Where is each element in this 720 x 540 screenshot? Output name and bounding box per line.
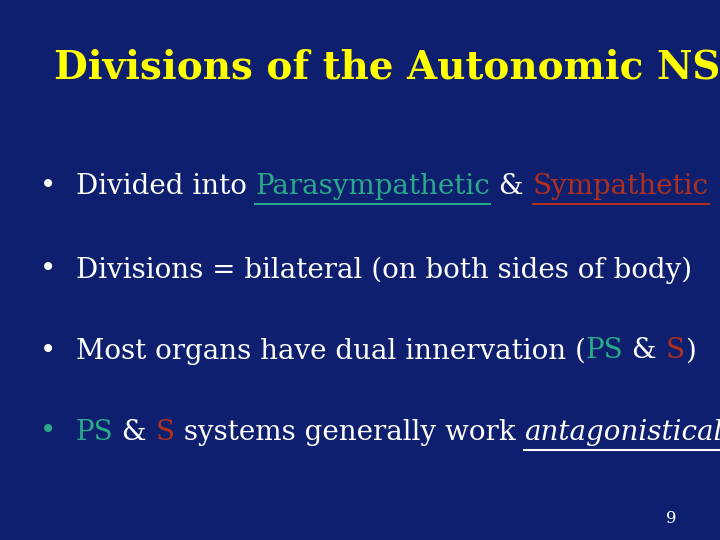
Text: Sympathetic: Sympathetic	[533, 173, 708, 200]
Text: S: S	[156, 418, 175, 445]
Text: &: &	[623, 338, 665, 364]
Text: Divisions = bilateral (on both sides of body): Divisions = bilateral (on both sides of …	[76, 256, 692, 284]
Text: •: •	[40, 256, 56, 284]
Text: •: •	[40, 338, 56, 364]
Text: •: •	[40, 173, 56, 200]
Text: S: S	[665, 338, 685, 364]
Text: systems generally work: systems generally work	[175, 418, 524, 445]
Text: PS: PS	[76, 418, 113, 445]
Text: &: &	[113, 418, 156, 445]
Text: 9: 9	[666, 510, 677, 527]
Text: PS: PS	[585, 338, 623, 364]
Text: &: &	[490, 173, 533, 200]
Text: Divisions of the Autonomic NS: Divisions of the Autonomic NS	[54, 49, 720, 86]
Text: antagonistically: antagonistically	[524, 418, 720, 445]
Text: Most organs have dual innervation (: Most organs have dual innervation (	[76, 338, 585, 364]
Text: ): )	[685, 338, 696, 364]
Text: •: •	[40, 418, 56, 445]
Text: Parasympathetic: Parasympathetic	[256, 173, 490, 200]
Text: Divided into: Divided into	[76, 173, 256, 200]
